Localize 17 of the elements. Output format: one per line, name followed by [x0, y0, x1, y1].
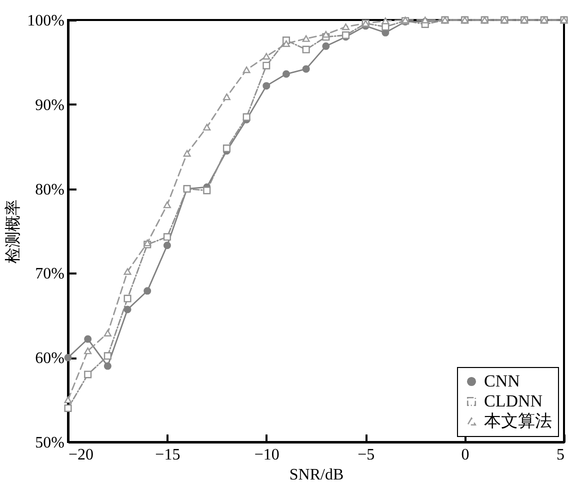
- y-tick-label: 100%: [27, 12, 64, 30]
- x-axis-title: SNR/dB: [289, 466, 344, 484]
- x-tick-label: −20: [68, 446, 94, 464]
- x-tick-label: 5: [556, 446, 564, 464]
- y-tick-label: 60%: [35, 350, 64, 368]
- y-tick-label: 50%: [35, 434, 64, 452]
- y-tick-label: 90%: [35, 96, 64, 114]
- x-tick-label: 0: [461, 446, 470, 464]
- legend-label: 本文算法: [484, 412, 552, 430]
- x-tick-label: −15: [155, 446, 180, 464]
- y-axis-title: 检测概率: [4, 200, 22, 264]
- y-tick-label: 70%: [35, 266, 64, 283]
- legend-label: CNN: [484, 372, 520, 390]
- y-tick-label: 80%: [35, 181, 64, 198]
- x-tick-label: −5: [358, 446, 375, 464]
- legend-label: CLDNN: [484, 392, 543, 410]
- x-tick-label: −10: [254, 446, 280, 464]
